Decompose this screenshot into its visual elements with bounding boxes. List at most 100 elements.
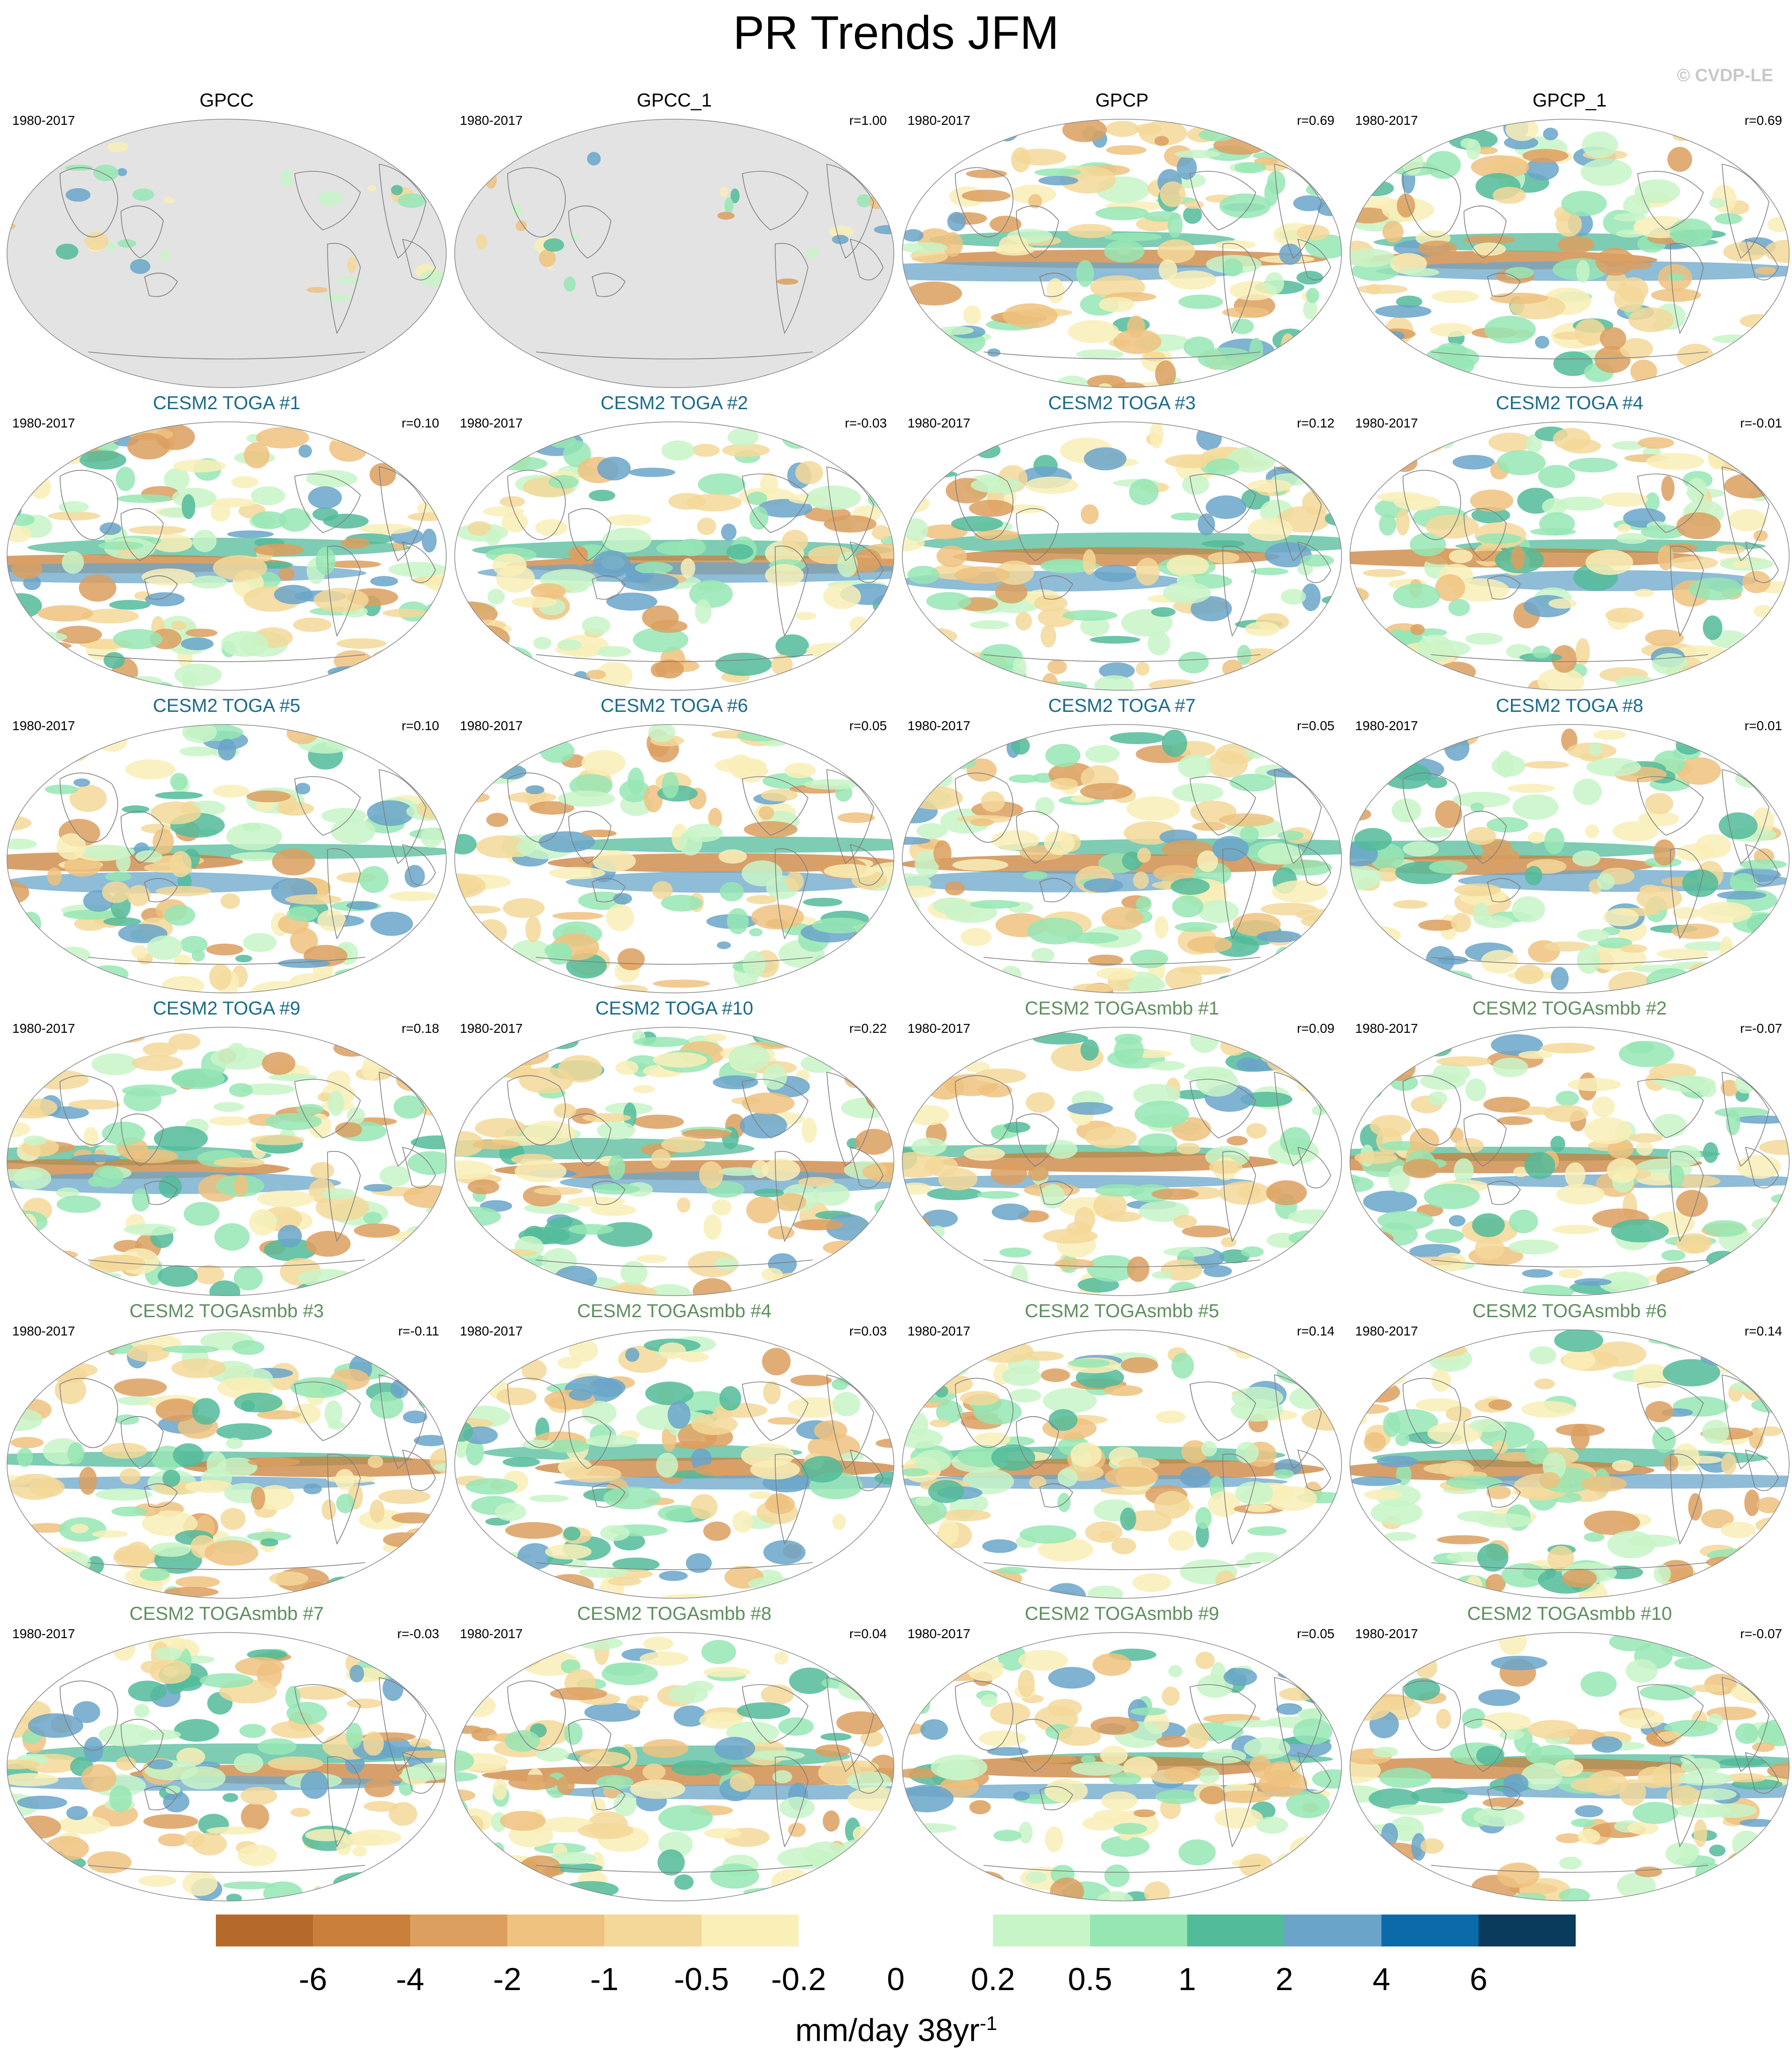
anomaly-blob — [1350, 640, 1381, 656]
anomaly-blob — [1509, 1209, 1538, 1234]
coastline — [1637, 473, 1704, 533]
anomaly-blob — [600, 1525, 630, 1541]
coastline — [1190, 1079, 1256, 1138]
coastline — [1431, 1259, 1708, 1267]
anomaly-blob — [1730, 1380, 1784, 1393]
anomaly-blob — [980, 1694, 998, 1708]
anomaly-blob — [1321, 1252, 1342, 1263]
anomaly-blob — [1417, 1881, 1442, 1901]
anomaly-blob — [1097, 1891, 1134, 1901]
anomaly-blob — [472, 1139, 520, 1150]
world-map — [1350, 1329, 1790, 1599]
anomaly-blob — [922, 1209, 958, 1228]
anomaly-blob — [1172, 895, 1204, 918]
anomaly-blob — [1755, 267, 1777, 275]
anomaly-blob — [1314, 1250, 1334, 1259]
anomaly-blob — [398, 1674, 418, 1684]
anomaly-blob — [1261, 1053, 1316, 1064]
anomaly-blob — [325, 1576, 359, 1598]
coastline — [568, 205, 611, 259]
anomaly-blob — [658, 1805, 713, 1831]
anomaly-blob — [1729, 1358, 1755, 1375]
anomaly-blob — [1768, 373, 1789, 388]
anomaly-blob — [967, 1638, 994, 1653]
anomaly-blob — [79, 450, 127, 470]
anomaly-blob — [1293, 195, 1325, 212]
coastline — [1637, 1684, 1704, 1744]
anomaly-blob — [1702, 353, 1748, 371]
anomaly-blob — [636, 1254, 667, 1263]
coastline — [1745, 1752, 1779, 1794]
anomaly-blob — [1393, 583, 1441, 609]
anomaly-blob — [48, 511, 100, 521]
anomaly-blob — [1273, 1469, 1294, 1479]
coastline — [1722, 1072, 1769, 1167]
anomaly-blob — [617, 948, 645, 970]
anomaly-blob — [1785, 967, 1789, 988]
anomaly-blob — [1312, 1365, 1342, 1383]
anomaly-blob — [761, 1685, 794, 1705]
anomaly-blob — [1296, 271, 1323, 285]
coastline — [1637, 1381, 1704, 1441]
coastline — [402, 541, 436, 583]
anomaly-blob — [1206, 458, 1239, 476]
legend-swatch — [1187, 1915, 1284, 1946]
anomaly-blob — [1178, 965, 1231, 975]
anomaly-blob — [1149, 422, 1164, 449]
anomaly-blob — [140, 1567, 170, 1581]
anomaly-blob — [241, 1400, 255, 1412]
anomaly-blob — [1223, 1668, 1257, 1686]
anomaly-blob — [1093, 1809, 1132, 1822]
anomaly-blob — [1040, 558, 1093, 573]
anomaly-blob — [1563, 1350, 1595, 1370]
anomaly-blob — [131, 1188, 150, 1212]
anomaly-blob — [902, 639, 930, 658]
coastline — [1431, 351, 1708, 359]
anomaly-blob — [1539, 512, 1575, 535]
anomaly-blob — [749, 928, 763, 937]
anomaly-blob — [455, 960, 471, 975]
anomaly-blob — [1576, 259, 1590, 283]
anomaly-blob — [976, 1190, 1020, 1199]
anomaly-blob — [455, 910, 471, 929]
anomaly-blob — [1667, 679, 1695, 690]
anomaly-blob — [1686, 366, 1741, 388]
coastline — [1670, 1756, 1704, 1848]
anomaly-blob — [551, 1862, 603, 1873]
precip-band — [1373, 233, 1718, 252]
coastline — [849, 1146, 884, 1189]
anomaly-blob — [744, 821, 798, 838]
anomaly-blob — [1071, 1762, 1124, 1776]
anomaly-blob — [1177, 754, 1212, 778]
anomaly-blob — [1303, 1555, 1342, 1564]
world-map — [7, 1027, 447, 1296]
coastline — [88, 1865, 366, 1873]
anomaly-blob — [1403, 841, 1439, 857]
anomaly-blob — [141, 568, 196, 586]
anomaly-blob — [264, 1238, 317, 1261]
anomaly-blob — [1387, 1804, 1444, 1816]
coastline — [983, 351, 1261, 359]
anomaly-blob — [1595, 248, 1635, 276]
anomaly-blob — [267, 1756, 323, 1770]
anomaly-blob — [1433, 1062, 1471, 1083]
anomaly-blob — [352, 675, 372, 690]
anomaly-blob — [1691, 1684, 1728, 1693]
anomaly-blob — [550, 1687, 608, 1701]
anomaly-blob — [1756, 153, 1776, 175]
anomaly-blob — [386, 1035, 408, 1055]
anomaly-blob — [1281, 1546, 1322, 1574]
anomaly-blob — [932, 1648, 953, 1663]
anomaly-blob — [1041, 1368, 1070, 1382]
anomaly-blob — [1391, 798, 1421, 823]
anomaly-blob — [1043, 1228, 1098, 1244]
anomaly-blob — [1616, 533, 1648, 544]
coastline — [1274, 1374, 1322, 1470]
anomaly-blob — [310, 1162, 335, 1180]
anomaly-blob — [762, 1348, 791, 1376]
anomaly-blob — [1700, 1350, 1755, 1366]
anomaly-blob — [1559, 1856, 1582, 1870]
anomaly-blob — [653, 1052, 707, 1068]
anomaly-blob — [1426, 979, 1444, 993]
anomaly-blob — [321, 1284, 336, 1294]
